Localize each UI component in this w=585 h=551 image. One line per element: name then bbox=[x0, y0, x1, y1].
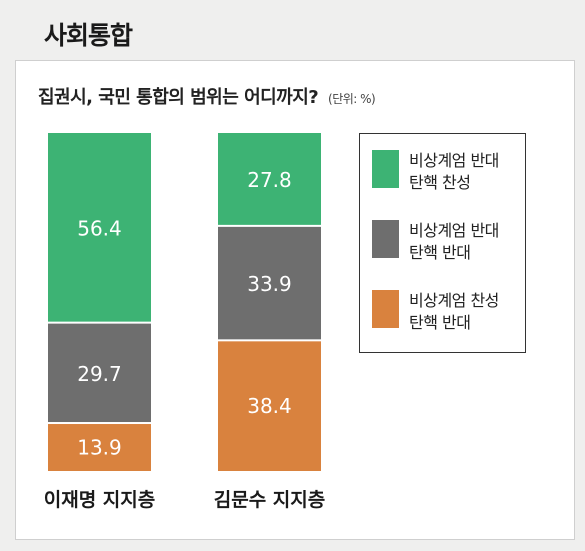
bar-segment-kim-moon-soo-green bbox=[218, 133, 321, 225]
bar-segment-kim-moon-soo-orange bbox=[218, 341, 321, 471]
legend-item-2: 비상계엄 반대 탄핵 반대 bbox=[372, 220, 499, 264]
value-label-lee-jae-myung-orange: 13.9 bbox=[77, 436, 122, 460]
legend-label-1: 비상계엄 반대 탄핵 찬성 bbox=[409, 150, 499, 194]
stacked-bar-chart: 56.4 29.7 13.9 27.8 33.9 38.4 이재명 지지층 김문수 지지층 bbox=[44, 133, 326, 511]
legend-label-1-line1: 비상계엄 반대 bbox=[409, 151, 499, 170]
chart-title: 집권시, 국민 통합의 범위는 어디까지? (단위: %) bbox=[38, 83, 376, 109]
value-label-kim-moon-soo-orange: 38.4 bbox=[247, 394, 292, 418]
legend-item-1: 비상계엄 반대 탄핵 찬성 bbox=[372, 150, 499, 194]
value-label-lee-jae-myung-green: 56.4 bbox=[77, 216, 122, 240]
bar-segment-kim-moon-soo-gray bbox=[218, 226, 321, 340]
value-label-kim-moon-soo-green: 27.8 bbox=[247, 168, 292, 192]
section-title: 사회통합 bbox=[44, 21, 133, 50]
legend: 비상계엄 반대 탄핵 찬성 비상계엄 반대 탄핵 반대 비상계엄 찬성 탄핵 반… bbox=[359, 133, 526, 353]
value-labels-layer: 56.4 29.7 13.9 27.8 33.9 38.4 bbox=[77, 168, 292, 460]
legend-label-3: 비상계엄 찬성 탄핵 반대 bbox=[409, 290, 499, 334]
legend-label-3-line1: 비상계엄 찬성 bbox=[409, 291, 499, 310]
legend-label-2-line2: 탄핵 반대 bbox=[409, 243, 471, 262]
chart-unit: (단위: %) bbox=[328, 92, 376, 106]
bar-segment-lee-jae-myung-orange bbox=[48, 424, 151, 471]
chart-title-text: 집권시, 국민 통합의 범위는 어디까지? bbox=[38, 87, 319, 108]
legend-label-2-line1: 비상계엄 반대 bbox=[409, 221, 499, 240]
legend-item-3: 비상계엄 찬성 탄핵 반대 bbox=[372, 290, 499, 334]
value-label-kim-moon-soo-gray: 33.9 bbox=[247, 272, 292, 296]
legend-label-3-line2: 탄핵 반대 bbox=[409, 313, 471, 332]
bar-segment-lee-jae-myung-gray bbox=[48, 323, 151, 423]
legend-swatch-gray bbox=[372, 220, 399, 258]
value-label-lee-jae-myung-gray: 29.7 bbox=[77, 362, 122, 386]
chart-card: 집권시, 국민 통합의 범위는 어디까지? (단위: %) 56.4 29.7 13… bbox=[15, 60, 575, 540]
category-labels-layer: 이재명 지지층 김문수 지지층 bbox=[44, 489, 326, 511]
category-label-lee-jae-myung: 이재명 지지층 bbox=[44, 489, 156, 511]
bar-segment-lee-jae-myung-green bbox=[48, 133, 151, 322]
legend-swatch-green bbox=[372, 150, 399, 188]
category-label-kim-moon-soo: 김문수 지지층 bbox=[214, 489, 326, 511]
bars-layer bbox=[48, 133, 321, 471]
legend-swatch-orange bbox=[372, 290, 399, 328]
legend-label-1-line2: 탄핵 찬성 bbox=[409, 173, 471, 192]
legend-label-2: 비상계엄 반대 탄핵 반대 bbox=[409, 220, 499, 264]
